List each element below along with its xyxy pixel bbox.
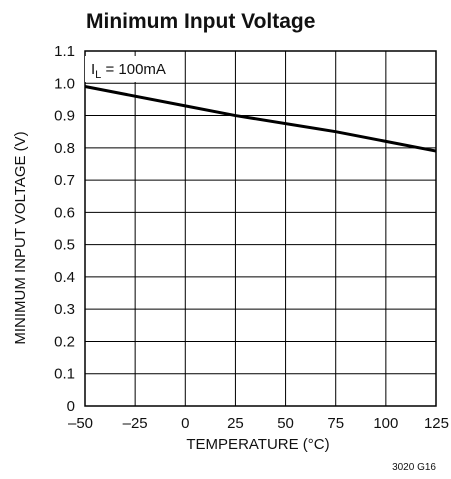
series-line-0 <box>84 85 437 153</box>
y-tick-label-0: 0 <box>67 398 75 415</box>
x-tick-label-7: 125 <box>424 415 449 432</box>
x-tick-label-0: –50 <box>68 415 93 432</box>
x-tick-label-4: 50 <box>277 415 294 432</box>
plot-frame <box>84 50 437 407</box>
y-tick-label-11: 1.1 <box>54 43 75 60</box>
figure-code: 3020 G16 <box>392 462 436 473</box>
y-tick-label-4: 0.4 <box>54 269 75 286</box>
x-tick-label-5: 75 <box>327 415 344 432</box>
x-axis-label: TEMPERATURE (°C) <box>186 436 329 453</box>
x-tick-label-1: –25 <box>123 415 148 432</box>
annotation-il: IL = 100mA <box>91 61 166 81</box>
y-tick-label-10: 1.0 <box>54 75 75 92</box>
x-tick-label-2: 0 <box>181 415 189 432</box>
grid <box>84 50 437 407</box>
x-tick-label-6: 100 <box>373 415 398 432</box>
y-tick-label-6: 0.6 <box>54 204 75 221</box>
annotation-background <box>85 56 165 82</box>
y-tick-labels: 0 0.1 0.2 0.3 0.4 0.5 0.6 0.7 0.8 0.9 1.0 1.1 <box>54 43 75 415</box>
y-tick-label-9: 0.9 <box>54 108 75 125</box>
y-tick-label-5: 0.5 <box>54 237 75 254</box>
x-tick-label-3: 25 <box>227 415 244 432</box>
y-axis-label: MINIMUM INPUT VOLTAGE (V) <box>12 131 29 344</box>
y-tick-label-2: 0.2 <box>54 333 75 350</box>
y-tick-label-8: 0.8 <box>54 140 75 157</box>
x-tick-labels: –50 –25 0 25 50 75 100 125 <box>68 415 449 432</box>
chart-title: Minimum Input Voltage <box>86 10 315 33</box>
y-tick-label-1: 0.1 <box>54 366 75 383</box>
y-tick-label-7: 0.7 <box>54 172 75 189</box>
y-tick-label-3: 0.3 <box>54 301 75 318</box>
